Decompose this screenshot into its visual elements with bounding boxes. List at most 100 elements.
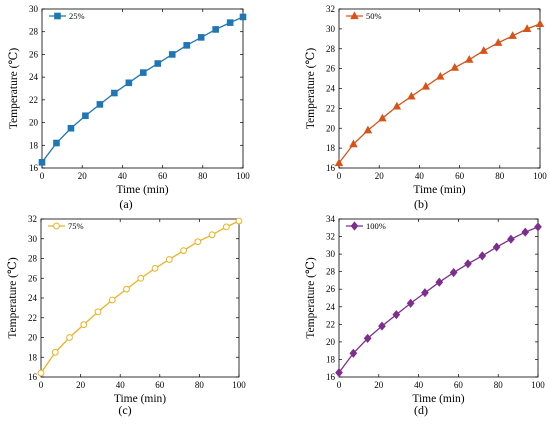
x-axis-label: Time (min) (116, 184, 168, 196)
data-point (522, 24, 532, 32)
x-tick-label: 80 (195, 380, 205, 390)
plot-frame (40, 218, 240, 378)
y-tick-label: 28 (326, 44, 336, 54)
y-axis-label: Temperature (℃) (305, 257, 317, 339)
y-tick-label: 32 (326, 232, 335, 242)
x-tick-label: 40 (415, 171, 425, 181)
data-point (407, 91, 416, 100)
x-tick-label: 0 (337, 380, 342, 390)
data-point (38, 159, 46, 166)
data-point (465, 55, 474, 63)
data-point (165, 256, 173, 263)
data-point (535, 19, 545, 28)
data-point (349, 139, 358, 148)
x-tick-label: 60 (455, 171, 465, 181)
data-point (96, 101, 104, 108)
x-tick-label: 20 (374, 380, 384, 390)
data-point (508, 31, 517, 39)
x-tick-label: 0 (39, 380, 44, 390)
data-point (492, 242, 501, 252)
data-point (111, 89, 118, 97)
y-tick-label: 30 (29, 4, 39, 14)
x-tick-label: 20 (78, 171, 88, 181)
data-point (183, 42, 191, 49)
data-point (464, 259, 472, 269)
panel-a: 0 20 40 60 80 100 16 18 20 22 24 26 28 30 Time (min) Te… (8, 4, 250, 211)
y-tick-label: 20 (28, 333, 38, 343)
x-tick-label: 80 (198, 171, 208, 181)
data-point (154, 60, 162, 67)
x-tick-label: 60 (155, 380, 165, 390)
data-point (168, 51, 176, 58)
legend-marker (350, 11, 359, 20)
x-axis-label: Time (min) (412, 393, 464, 405)
y-tick-label: 32 (326, 4, 335, 14)
x-tick-label: 100 (533, 171, 547, 181)
y-axis-label: Temperature (℃) (7, 257, 19, 339)
y-tick-label: 26 (28, 273, 38, 283)
data-point (180, 247, 187, 255)
y-tick-label: 16 (28, 372, 38, 382)
data-point (534, 222, 542, 232)
data-point (53, 139, 60, 147)
y-tick-label: 18 (29, 140, 39, 150)
data-point (226, 19, 234, 26)
data-point (363, 333, 372, 343)
data-point (125, 79, 133, 87)
series-line (41, 16, 244, 163)
data-point (108, 296, 116, 304)
data-point (378, 113, 387, 122)
panel-caption: (c) (118, 403, 131, 417)
data-point (449, 267, 458, 278)
y-tick-label: 18 (326, 354, 336, 364)
y-tick-label: 22 (29, 95, 38, 105)
y-tick-label: 20 (326, 337, 336, 347)
y-tick-label: 24 (326, 302, 336, 312)
data-point (479, 46, 488, 54)
legend-label: 25% (69, 11, 85, 21)
data-point (421, 81, 431, 90)
data-point (392, 101, 402, 110)
data-point (507, 234, 515, 244)
y-tick-label: 26 (326, 64, 336, 74)
series-line (40, 220, 240, 374)
y-tick-label: 16 (326, 163, 336, 173)
data-point (478, 251, 487, 261)
legend-label: 100% (366, 221, 386, 231)
legend-marker (54, 12, 61, 20)
y-tick-label: 22 (326, 103, 335, 113)
data-point (82, 112, 89, 120)
y-tick-label: 24 (28, 293, 38, 303)
y-tick-label: 24 (326, 84, 336, 94)
panel-d: 0 20 40 60 80 100 16 18 20 22 24 26 28 30 32 34 Time (mi… (305, 214, 545, 417)
legend-label: 75% (68, 221, 84, 231)
data-point (208, 231, 216, 239)
x-tick-label: 40 (414, 380, 424, 390)
plot-frame (338, 218, 539, 378)
x-tick-label: 80 (494, 380, 504, 390)
y-tick-label: 20 (326, 123, 336, 133)
x-tick-label: 0 (40, 171, 45, 181)
series-line (338, 23, 541, 164)
data-point (335, 368, 343, 378)
x-tick-label: 80 (495, 171, 505, 181)
data-point (80, 321, 88, 329)
plot-frame (338, 8, 541, 169)
data-point (378, 321, 386, 331)
y-tick-label: 30 (326, 24, 336, 34)
y-tick-label: 26 (29, 49, 39, 59)
x-tick-label: 20 (375, 171, 385, 181)
data-point (363, 125, 373, 134)
x-tick-label: 100 (232, 380, 246, 390)
y-axis-label: Temperature (℃) (305, 48, 317, 130)
x-axis-label: Time (min) (114, 393, 166, 405)
data-point (334, 158, 344, 167)
panel-c: 0 20 40 60 80 100 16 18 20 22 24 26 28 30 32 Time (min)… (7, 214, 246, 417)
data-point (140, 69, 147, 76)
y-tick-label: 30 (326, 249, 336, 259)
legend-marker (350, 221, 359, 231)
data-point (66, 334, 73, 341)
panel-caption: (d) (414, 403, 428, 417)
x-tick-label: 60 (454, 380, 464, 390)
